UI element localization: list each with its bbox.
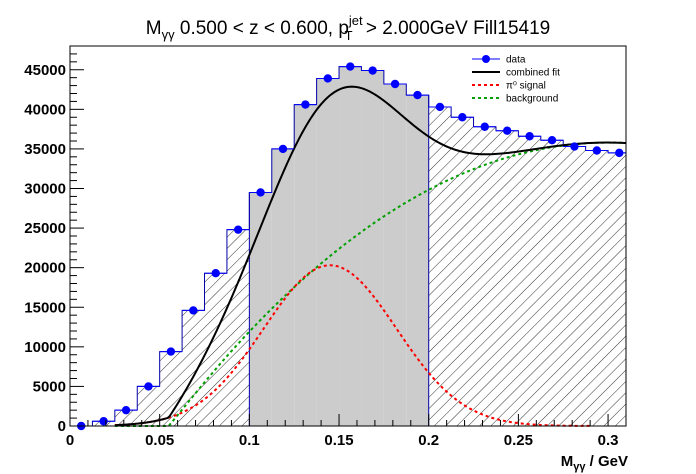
legend: data combined fit π⁰ signal background (472, 55, 560, 105)
svg-text:π⁰ signal: π⁰ signal (506, 81, 546, 92)
x-tick-label: 0.05 (145, 432, 174, 449)
legend-entry: data (472, 55, 526, 66)
x-tick-label: 0.25 (504, 432, 533, 449)
signal-region-bar (339, 66, 362, 426)
x-tick-label: 0.15 (324, 432, 353, 449)
data-point (294, 100, 317, 109)
y-tick-label: 10000 (24, 339, 66, 356)
data-point (137, 382, 160, 391)
hatched-bar (159, 351, 183, 426)
hatched-bar (585, 150, 609, 426)
data-point (204, 269, 227, 278)
legend-entry: π⁰ signal (472, 81, 546, 92)
signal-region-bar (249, 192, 272, 426)
signal-region-bar (361, 70, 384, 427)
y-tick-label: 45000 (24, 62, 66, 79)
hatched-bar (451, 117, 474, 426)
combined-fit-curve (114, 85, 627, 427)
y-tick-label: 40000 (24, 101, 66, 118)
data-point (540, 136, 564, 145)
signal-region-bar (316, 78, 340, 426)
svg-text:combined fit: combined fit (506, 68, 560, 79)
hatched-bar (114, 410, 138, 426)
data-point (406, 90, 429, 100)
data-point (451, 113, 474, 122)
hatched-bar (137, 386, 160, 426)
data-point (495, 126, 519, 135)
data-point (585, 146, 609, 155)
data-point (383, 79, 407, 89)
legend-entry: background (472, 94, 558, 105)
hatched-bar (495, 130, 519, 427)
data-point (428, 102, 452, 112)
y-axis: 0 5000 10000 15000 20000 25000 30000 35000 40000… (24, 45, 84, 435)
y-tick-label: 25000 (24, 220, 66, 237)
hatched-bar (473, 126, 496, 426)
data-point (226, 225, 250, 234)
data-point (608, 148, 626, 158)
x-tick-label: 0.2 (418, 432, 439, 449)
signal-curve (114, 264, 591, 427)
data-point (114, 405, 138, 415)
background-curve (114, 141, 627, 427)
svg-text:background: background (506, 94, 558, 105)
hatched-bar (428, 106, 452, 426)
x-tick-label: 0.3 (598, 432, 619, 449)
y-tick-label: 5000 (33, 378, 66, 395)
hatched-bar (204, 273, 227, 426)
y-tick-label: 30000 (24, 181, 66, 198)
signal-region-bar (406, 95, 429, 426)
hatched-bar (518, 136, 541, 426)
data-point (361, 66, 384, 75)
data-points (70, 62, 626, 431)
legend-entry: combined fit (472, 68, 560, 79)
data-point (563, 142, 586, 151)
hatched-bar (608, 152, 626, 426)
data-point (518, 132, 541, 141)
x-axis: 0 0.05 0.1 0.15 0.2 0.25 0.3 (66, 414, 627, 449)
data-point (159, 347, 183, 356)
x-tick-label: 0.1 (239, 432, 260, 449)
signal-region (249, 66, 429, 427)
hatched-background-region (92, 95, 626, 427)
hatched-bar (226, 229, 250, 426)
x-tick-label: 0 (66, 432, 74, 449)
y-tick-label: 15000 (24, 299, 66, 316)
signal-region-bar (271, 148, 295, 426)
hatched-bar (563, 146, 586, 426)
y-tick-label: 0 (58, 418, 66, 435)
chart-title: Mγγ 0.500 < z < 0.600, pjet T > 2.000GeV … (146, 13, 550, 43)
hatched-bar (182, 310, 205, 426)
data-point (316, 74, 340, 83)
signal-region-bar (294, 104, 317, 426)
data-point (473, 122, 496, 131)
data-point (249, 188, 272, 197)
data-point (182, 306, 205, 315)
hatched-bar (540, 140, 564, 427)
signal-region-bar (383, 84, 407, 426)
y-tick-label: 35000 (24, 141, 66, 158)
data-point (271, 144, 295, 154)
x-axis-label: Mγγ / GeV (561, 453, 628, 473)
data-point (339, 62, 362, 71)
y-tick-label: 20000 (24, 260, 66, 277)
svg-text:data: data (506, 55, 526, 66)
